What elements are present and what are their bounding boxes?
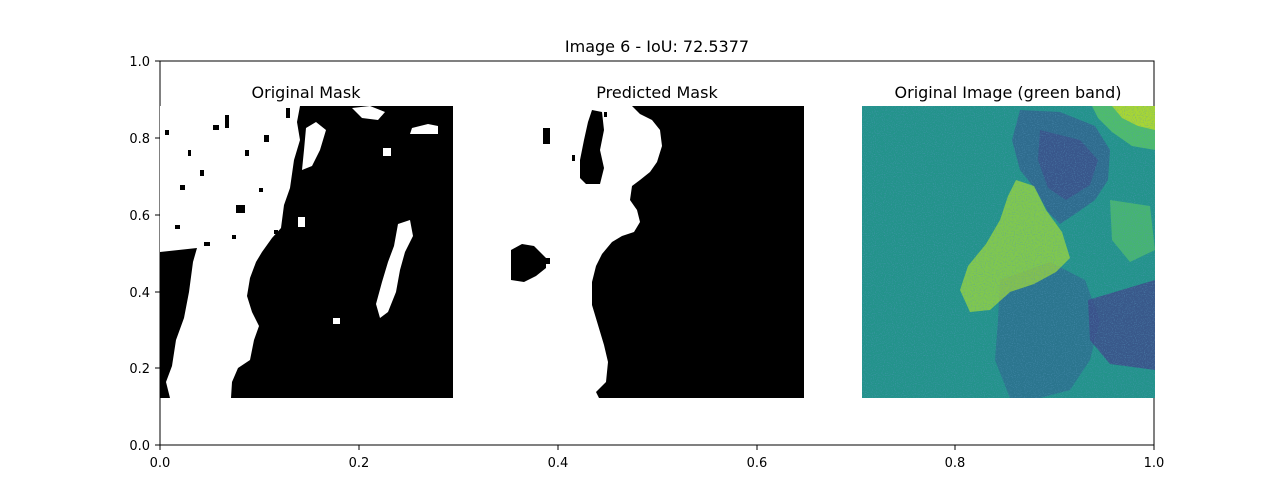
y-tick-label: 0.8	[129, 132, 150, 147]
y-tick-label: 0.6	[129, 209, 150, 224]
panel-predicted-mask: Predicted Mask	[511, 83, 804, 398]
x-tick-label: 0.6	[747, 456, 768, 471]
mask-region	[160, 106, 300, 398]
chart-title: Image 6 - IoU: 72.5377	[565, 37, 749, 56]
mask-hole	[572, 155, 575, 161]
mask-speck	[383, 148, 391, 156]
raster-speckle	[862, 106, 1155, 398]
y-tick-label: 0.2	[129, 362, 150, 377]
mask-hole	[286, 108, 290, 118]
x-axis: 0.0 0.2 0.4 0.6 0.8 1.0	[150, 445, 1165, 471]
mask-hole	[236, 205, 245, 213]
mask-region	[302, 122, 326, 170]
mask-hole	[213, 125, 219, 130]
y-tick-label: 0.4	[129, 286, 150, 301]
mask-speck	[298, 217, 305, 227]
x-tick-label: 0.8	[945, 456, 966, 471]
mask-region	[376, 220, 413, 318]
panel-title: Original Mask	[252, 83, 362, 102]
panel-original-mask: Original Mask	[160, 83, 453, 398]
x-tick-label: 1.0	[1144, 456, 1165, 471]
panel-title: Original Image (green band)	[895, 83, 1122, 102]
x-tick-label: 0.2	[349, 456, 370, 471]
mask-hole	[511, 244, 546, 282]
panel-title: Predicted Mask	[596, 83, 718, 102]
mask-hole	[580, 110, 604, 184]
mask-speck	[333, 318, 340, 324]
mask-hole	[543, 128, 550, 144]
mask-hole	[175, 225, 180, 229]
mask-hole	[245, 150, 249, 156]
mask-hole	[604, 112, 607, 117]
y-axis: 0.0 0.2 0.4 0.6 0.8 1.0	[129, 55, 160, 454]
mask-hole	[165, 130, 169, 135]
y-tick-label: 0.0	[129, 439, 150, 454]
x-tick-label: 0.0	[150, 456, 171, 471]
mask-hole	[200, 170, 204, 176]
mask-hole	[188, 150, 191, 156]
mask-hole	[259, 188, 263, 192]
mask-region	[352, 106, 385, 120]
mask-hole	[225, 115, 229, 128]
x-tick-label: 0.4	[548, 456, 569, 471]
mask-region	[511, 106, 662, 398]
mask-hole	[274, 230, 278, 234]
panel-green-band-image: Original Image (green band)	[862, 83, 1155, 398]
mask-hole	[232, 235, 236, 239]
mask-hole	[180, 185, 185, 190]
mask-hole	[204, 242, 210, 246]
mask-hole	[546, 258, 550, 264]
mask-hole	[264, 135, 269, 142]
y-tick-label: 1.0	[129, 55, 150, 70]
mask-region	[410, 124, 438, 134]
